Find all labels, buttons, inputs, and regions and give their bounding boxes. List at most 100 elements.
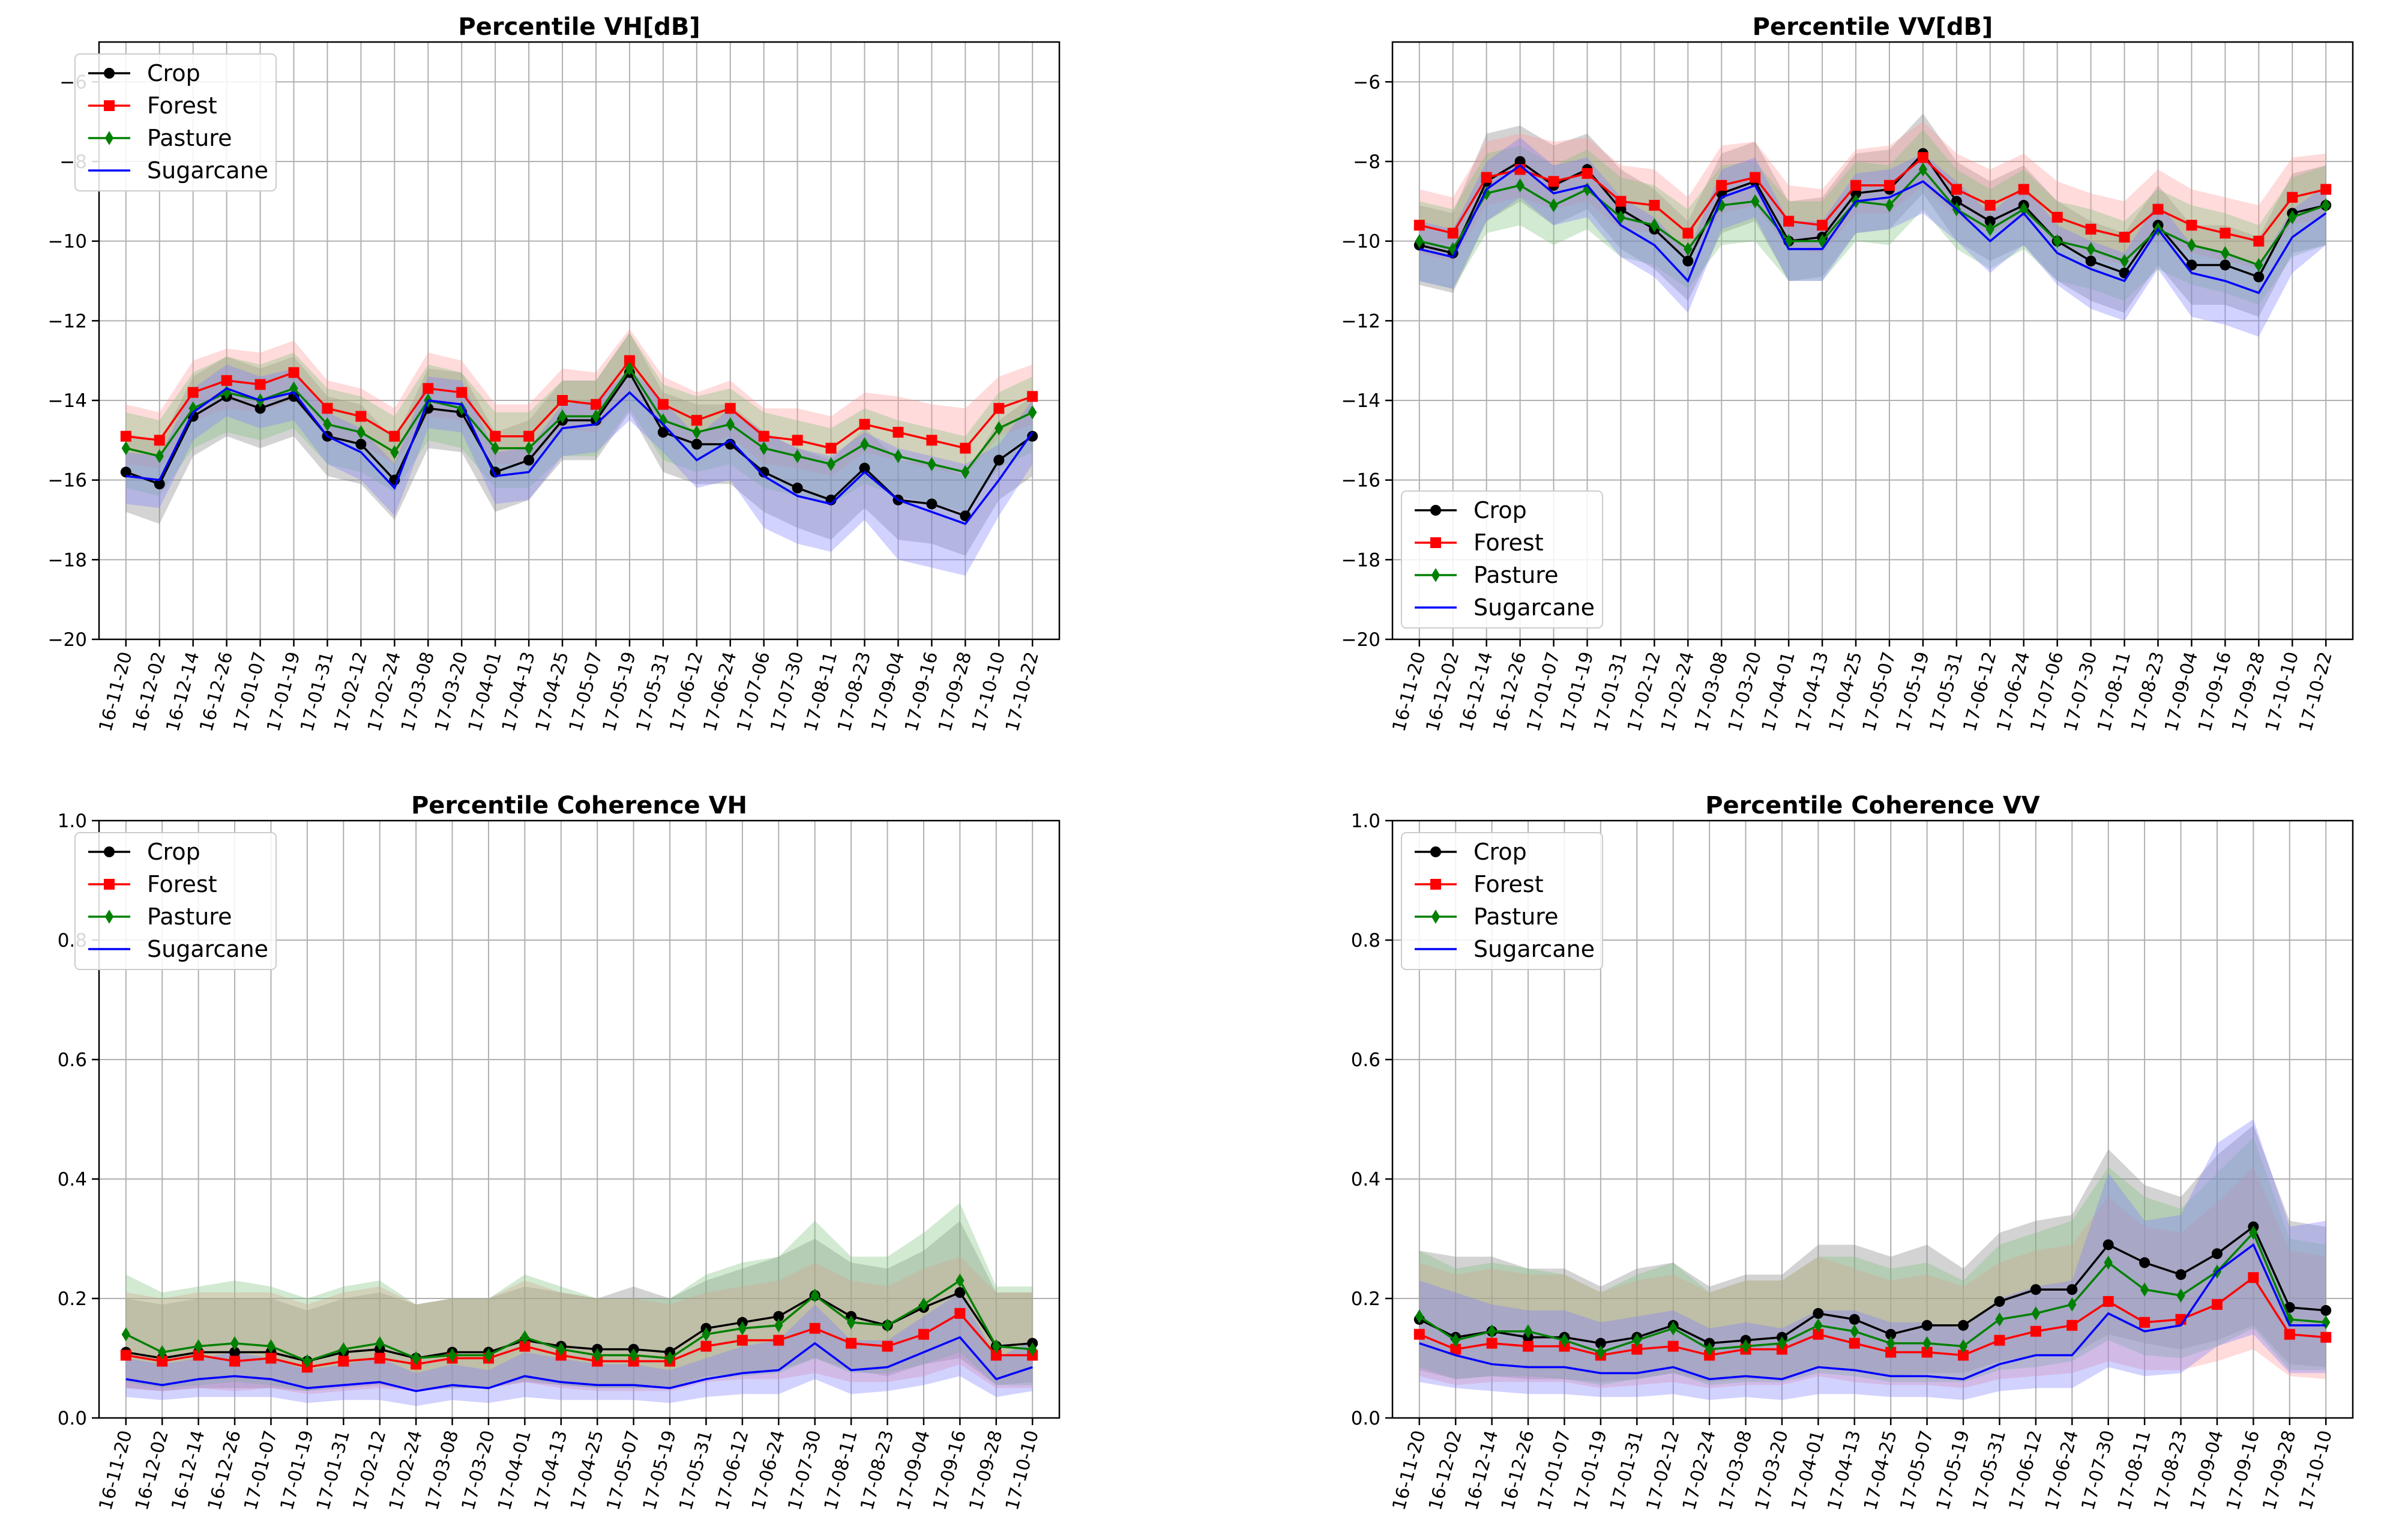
data-point xyxy=(1450,1344,1461,1355)
data-point xyxy=(121,441,130,456)
legend: Crop Forest Pasture Sugarcane xyxy=(74,832,277,970)
data-point xyxy=(1958,1319,1969,1331)
data-point xyxy=(961,465,970,480)
markers-pasture xyxy=(1415,1225,2331,1360)
data-point xyxy=(2320,1332,2332,1343)
legend-label: Forest xyxy=(1473,529,1544,556)
legend-marker xyxy=(1430,879,1441,890)
data-point xyxy=(692,425,701,439)
data-point xyxy=(992,1339,1001,1354)
data-point xyxy=(2140,1282,2149,1297)
legend: Crop Forest Pasture Sugarcane xyxy=(74,53,277,192)
data-point xyxy=(926,435,938,446)
data-point xyxy=(265,1353,277,1364)
data-point xyxy=(523,430,535,442)
legend-marker xyxy=(1430,537,1441,548)
legend-box xyxy=(74,832,277,970)
data-point xyxy=(1487,1324,1496,1339)
legend-label: Pasture xyxy=(147,903,232,930)
data-point xyxy=(1650,218,1659,232)
data-point xyxy=(894,449,903,463)
data-point xyxy=(624,355,635,366)
data-point xyxy=(556,1342,565,1357)
data-point xyxy=(1516,178,1525,193)
data-point xyxy=(590,399,601,410)
data-point xyxy=(221,375,232,386)
legend-label: Sugarcane xyxy=(147,157,268,184)
data-point xyxy=(993,403,1005,414)
data-point xyxy=(956,1273,965,1288)
y-tick-label: −20 xyxy=(1341,629,1380,651)
chart-title: Percentile Coherence VV xyxy=(1705,792,2040,819)
data-point xyxy=(1751,194,1760,209)
data-point xyxy=(2019,202,2028,217)
data-point xyxy=(736,1335,748,1346)
legend-marker xyxy=(104,879,115,890)
data-point xyxy=(1481,172,1492,183)
data-point xyxy=(1817,220,1828,231)
data-point xyxy=(2284,1328,2295,1340)
data-point xyxy=(846,1338,857,1349)
legend-item-sugarcane: Sugarcane xyxy=(88,157,268,184)
legend: Crop Forest Pasture Sugarcane xyxy=(1401,490,1603,629)
series-line-pasture xyxy=(125,366,1033,474)
data-point xyxy=(883,1318,892,1333)
legend-marker xyxy=(1430,846,1441,857)
legend-box xyxy=(1401,490,1603,629)
data-point xyxy=(2187,238,2196,252)
data-point xyxy=(1813,1328,1824,1340)
series-line-sugarcane xyxy=(1419,1243,2326,1381)
data-point xyxy=(859,418,870,430)
data-point xyxy=(254,379,266,390)
y-tick-label: 0.4 xyxy=(58,1169,87,1190)
data-point xyxy=(323,417,332,432)
y-tick-label: 0.0 xyxy=(58,1408,87,1429)
gridlines xyxy=(99,42,1059,640)
data-point xyxy=(1994,1295,2005,1307)
data-point xyxy=(157,1356,168,1367)
data-point xyxy=(2085,223,2096,235)
data-point xyxy=(490,430,501,442)
markers-forest xyxy=(120,355,1038,454)
legend-marker xyxy=(104,846,115,857)
data-point xyxy=(1705,1342,1714,1357)
data-point xyxy=(289,381,298,396)
legend-item-forest: Forest xyxy=(1415,529,1544,556)
legend-label: Crop xyxy=(1473,497,1527,523)
data-point xyxy=(322,403,333,414)
data-point xyxy=(194,1339,203,1354)
legend-label: Forest xyxy=(147,871,217,897)
data-point xyxy=(1682,255,1694,267)
data-point xyxy=(629,1348,638,1363)
data-point xyxy=(1560,1333,1569,1348)
data-point xyxy=(357,425,366,439)
data-point xyxy=(1951,184,1962,195)
y-tick-label: 0.4 xyxy=(1351,1169,1380,1190)
data-point xyxy=(2102,1239,2114,1250)
data-point xyxy=(2104,1255,2113,1270)
band-pasture xyxy=(125,1202,1033,1392)
legend-label: Sugarcane xyxy=(1473,936,1595,962)
data-point xyxy=(120,466,131,478)
legend-marker xyxy=(104,131,114,145)
band-pasture xyxy=(125,333,1033,512)
y-tick-label: 0.6 xyxy=(58,1049,87,1071)
data-point xyxy=(2176,1288,2185,1303)
data-point xyxy=(927,457,936,471)
data-point xyxy=(2051,211,2063,223)
legend-item-forest: Forest xyxy=(1415,871,1544,897)
axes-frame xyxy=(1391,819,2354,1419)
data-point xyxy=(724,403,736,414)
data-point xyxy=(1549,198,1558,213)
data-point xyxy=(1951,196,1962,207)
data-point xyxy=(411,1351,421,1366)
data-point xyxy=(524,441,534,456)
data-point xyxy=(810,1288,819,1303)
data-point xyxy=(774,1318,783,1333)
data-point xyxy=(520,1330,529,1345)
data-point xyxy=(1486,1338,1497,1349)
y-tick-label: −16 xyxy=(1341,470,1380,492)
data-point xyxy=(2220,259,2231,271)
